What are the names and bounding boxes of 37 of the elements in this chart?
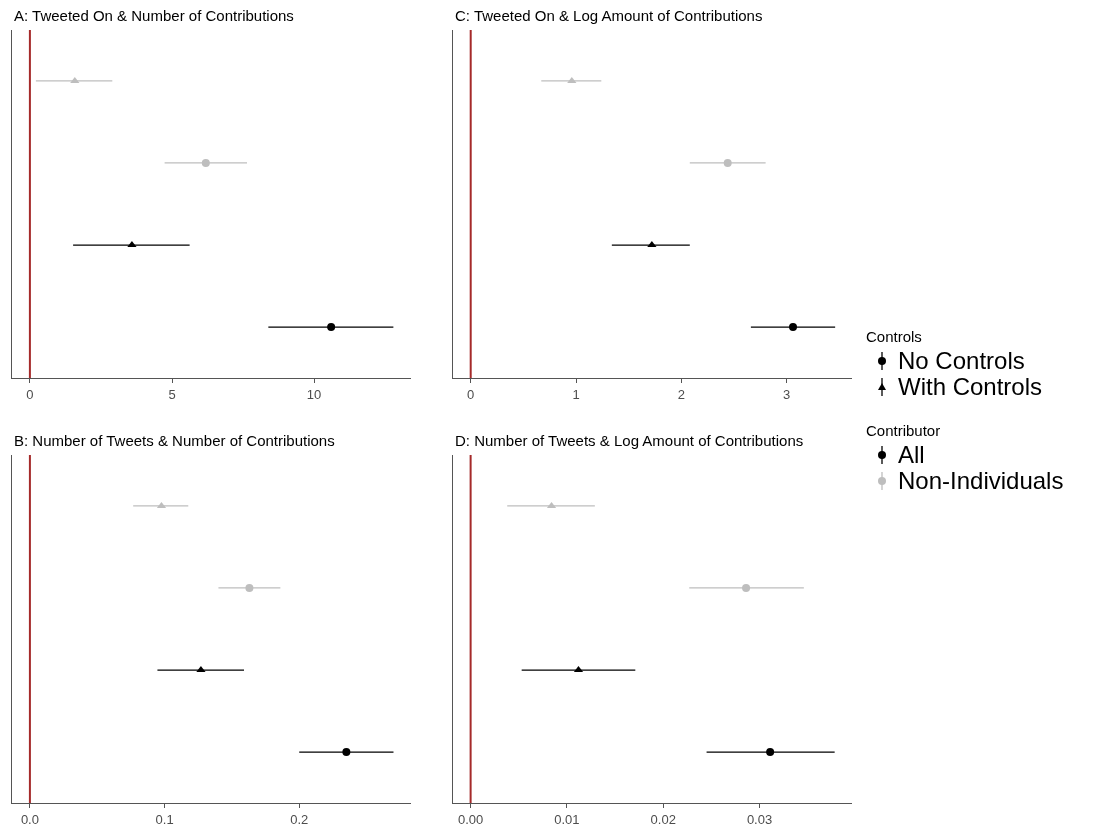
- point: [342, 748, 351, 757]
- text: With Controls: [898, 373, 1043, 400]
- text: Non-Individuals: [898, 467, 1064, 494]
- x-tick-label: 5: [168, 386, 176, 402]
- x-tick-label: 0: [26, 386, 34, 402]
- point: [647, 241, 657, 248]
- point: [327, 323, 336, 332]
- chart-title: D: Number of Tweets & Log Amount of Contributions: [455, 432, 804, 449]
- text: All: [898, 441, 925, 468]
- text: Controls: [866, 327, 923, 347]
- point: [742, 583, 751, 592]
- chart-title: A: Tweeted On & Number of Contributions: [14, 7, 294, 24]
- x-tick-label: 0.2: [290, 811, 309, 824]
- x-tick-label: 0.0: [20, 811, 39, 824]
- x-tick-label: 3: [783, 386, 791, 402]
- x-tick-label: 0: [467, 386, 475, 402]
- x-tick-label: 1: [572, 386, 580, 402]
- x-tick-label: 0.03: [746, 811, 773, 824]
- point: [127, 241, 137, 248]
- x-tick-label: 0.1: [155, 811, 174, 824]
- x-tick-label: 0.02: [650, 811, 676, 824]
- x-tick-label: 2: [677, 386, 685, 402]
- point: [245, 583, 254, 592]
- text: No Controls: [898, 347, 1025, 374]
- text: Contributor: [866, 421, 942, 441]
- chart-title: C: Tweeted On & Log Amount of Contributions: [455, 7, 763, 24]
- point: [201, 158, 210, 167]
- point: [766, 748, 775, 757]
- point: [567, 76, 577, 83]
- x-tick-label: 0.01: [554, 811, 580, 824]
- point: [723, 158, 732, 167]
- chart-title: B: Number of Tweets & Number of Contributions: [14, 432, 335, 449]
- x-tick-label: 0.00: [457, 811, 484, 824]
- point: [196, 666, 206, 673]
- point: [789, 323, 798, 332]
- point: [70, 76, 80, 83]
- x-tick-label: 10: [306, 386, 322, 402]
